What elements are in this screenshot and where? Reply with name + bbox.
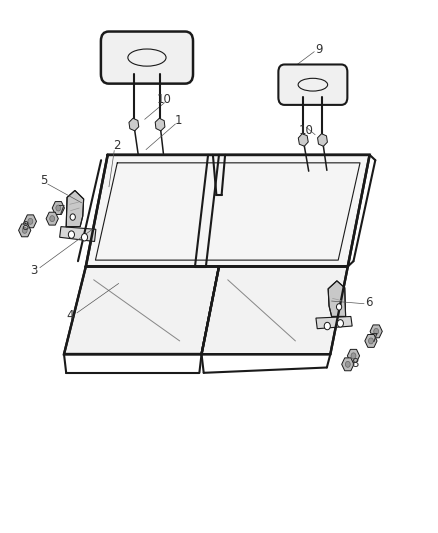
Polygon shape [318, 134, 327, 146]
Polygon shape [365, 335, 377, 348]
Circle shape [22, 228, 27, 233]
Circle shape [351, 353, 356, 359]
Circle shape [374, 328, 378, 334]
Polygon shape [298, 134, 308, 146]
Text: 4: 4 [67, 310, 74, 322]
Text: 5: 5 [40, 174, 47, 188]
Circle shape [345, 361, 350, 367]
Polygon shape [347, 349, 360, 362]
Polygon shape [201, 266, 348, 354]
Text: 7: 7 [371, 332, 378, 345]
Circle shape [81, 233, 88, 241]
Polygon shape [18, 224, 31, 237]
Text: 6: 6 [365, 296, 373, 309]
Polygon shape [24, 215, 36, 228]
Circle shape [70, 214, 75, 220]
Text: 10: 10 [299, 124, 314, 137]
Polygon shape [155, 118, 165, 131]
Text: 8: 8 [352, 357, 359, 370]
Polygon shape [129, 118, 139, 131]
Circle shape [56, 205, 61, 211]
Ellipse shape [128, 49, 166, 66]
Circle shape [324, 322, 330, 330]
Ellipse shape [298, 78, 328, 91]
Text: 2: 2 [113, 139, 120, 152]
Circle shape [50, 216, 55, 222]
Polygon shape [316, 317, 352, 329]
Polygon shape [66, 190, 84, 227]
Circle shape [368, 338, 373, 344]
Polygon shape [52, 201, 64, 214]
Polygon shape [342, 358, 354, 371]
Text: 3: 3 [30, 264, 37, 277]
Polygon shape [86, 155, 370, 266]
Polygon shape [46, 212, 58, 225]
Polygon shape [328, 281, 346, 317]
Polygon shape [64, 266, 219, 354]
Circle shape [336, 304, 342, 310]
Text: 7: 7 [58, 204, 66, 216]
Circle shape [28, 219, 33, 224]
FancyBboxPatch shape [279, 64, 347, 105]
Text: 9: 9 [315, 43, 322, 56]
Circle shape [68, 231, 74, 238]
Circle shape [337, 320, 343, 327]
Text: 8: 8 [21, 220, 28, 233]
Polygon shape [60, 227, 96, 241]
Text: 10: 10 [157, 93, 172, 106]
Text: 1: 1 [175, 115, 183, 127]
FancyBboxPatch shape [101, 31, 193, 84]
Polygon shape [370, 325, 382, 338]
